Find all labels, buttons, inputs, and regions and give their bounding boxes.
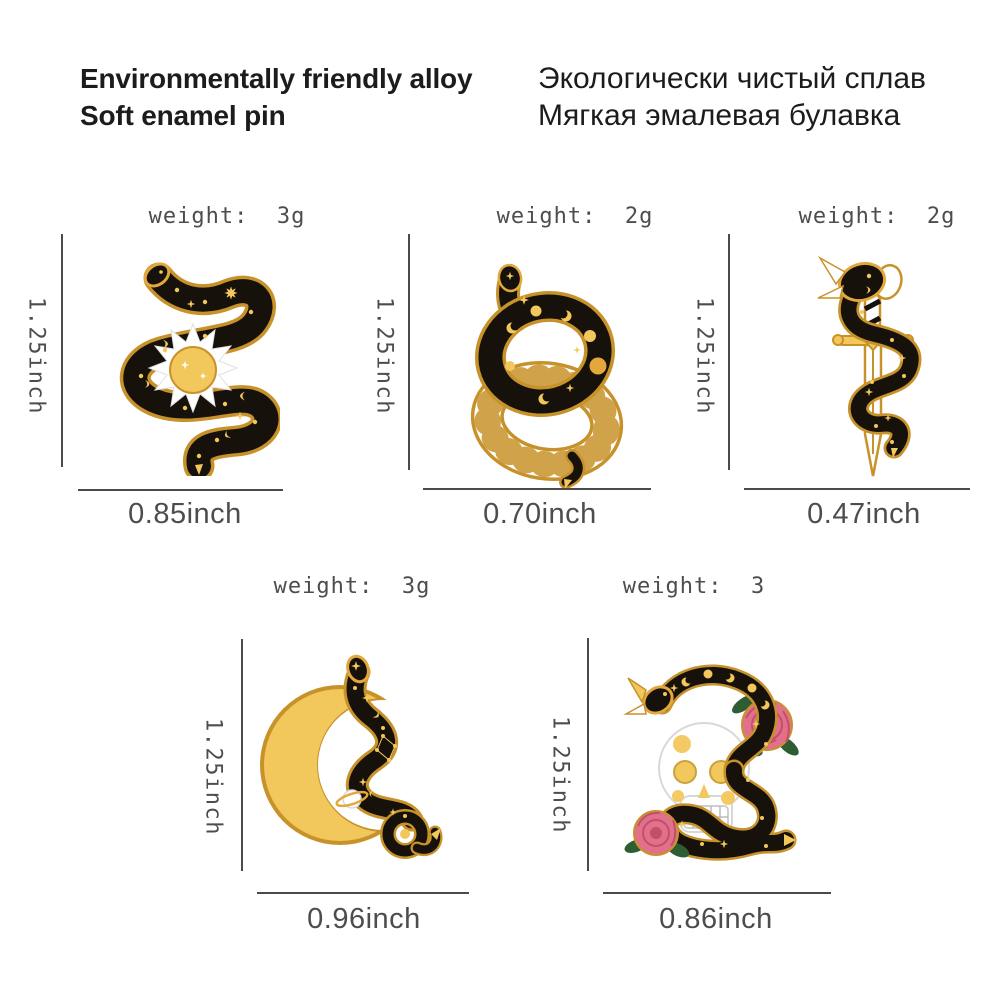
- snake-head: [346, 654, 370, 684]
- open-mouth-upper: [817, 255, 847, 286]
- pin-image-skull-snake: [623, 664, 799, 861]
- height-label: 1.25inch: [547, 716, 573, 834]
- height-label: 1.25inch: [371, 297, 397, 415]
- moon-phases: [505, 305, 607, 405]
- height-measure-line: [728, 234, 730, 470]
- tail-tip: [891, 448, 898, 458]
- header-english: Environmentally friendly alloy Soft enam…: [80, 60, 473, 134]
- weight-label: weight: 2g: [798, 204, 956, 229]
- gold-dots: [138, 287, 258, 459]
- header-russian-line2: Мягкая эмалевая булавка: [538, 99, 901, 132]
- weight-label: weight: 3g: [273, 574, 431, 599]
- header-russian: Экологически чистый сплав Мягкая эмалева…: [538, 60, 926, 134]
- header-english-line2: Soft enamel pin: [80, 100, 286, 131]
- height-label: 1.25inch: [200, 718, 226, 836]
- open-mouth-lower: [817, 284, 845, 299]
- weight-label: weight: 2g: [496, 204, 654, 229]
- constellation: [375, 734, 397, 762]
- height-label: 1.25inch: [23, 297, 49, 415]
- tail-tip: [564, 479, 572, 489]
- width-measure-line: [603, 892, 831, 894]
- sun-disc: [169, 346, 217, 394]
- pin-image-white-snake: [470, 263, 624, 489]
- snake-head: [143, 262, 171, 288]
- width-measure-line: [744, 488, 970, 490]
- pin-image-moon-snake: [255, 650, 445, 875]
- width-label: 0.86inch: [659, 903, 773, 935]
- width-label: 0.47inch: [807, 498, 921, 530]
- width-label: 0.85inch: [128, 498, 242, 530]
- header-russian-line1: Экологически чистый сплав: [538, 62, 926, 95]
- width-measure-line: [78, 489, 283, 491]
- open-mouth-lower: [623, 702, 647, 715]
- snake-body: [346, 663, 421, 829]
- weight-label: weight: 3g: [148, 204, 306, 229]
- eye-socket-left: [673, 760, 697, 784]
- height-measure-line: [61, 234, 63, 467]
- height-label: 1.25inch: [691, 297, 717, 415]
- moon-phases: [681, 669, 770, 710]
- tail-tip: [431, 828, 441, 840]
- snake-body: [840, 282, 919, 456]
- height-measure-line: [241, 639, 243, 871]
- height-measure-line: [408, 234, 410, 470]
- tail-tip: [784, 834, 796, 846]
- pin-image-dagger-snake: [817, 255, 922, 477]
- weight-label: weight: 3: [622, 574, 766, 599]
- height-measure-line: [587, 638, 589, 871]
- width-measure-line: [257, 892, 469, 894]
- open-mouth-upper: [627, 677, 647, 704]
- gold-dots: [860, 310, 906, 444]
- tail-tip: [195, 464, 203, 475]
- gold-dots: [700, 742, 768, 848]
- snake-body-lower: [659, 762, 794, 859]
- width-measure-line: [423, 488, 651, 490]
- nose: [698, 784, 710, 798]
- pin-image-sun-snake: [120, 262, 280, 476]
- header-english-line1: Environmentally friendly alloy: [80, 63, 473, 94]
- width-label: 0.96inch: [307, 903, 421, 935]
- rose-bottom-left: [624, 810, 690, 858]
- width-label: 0.70inch: [483, 498, 597, 530]
